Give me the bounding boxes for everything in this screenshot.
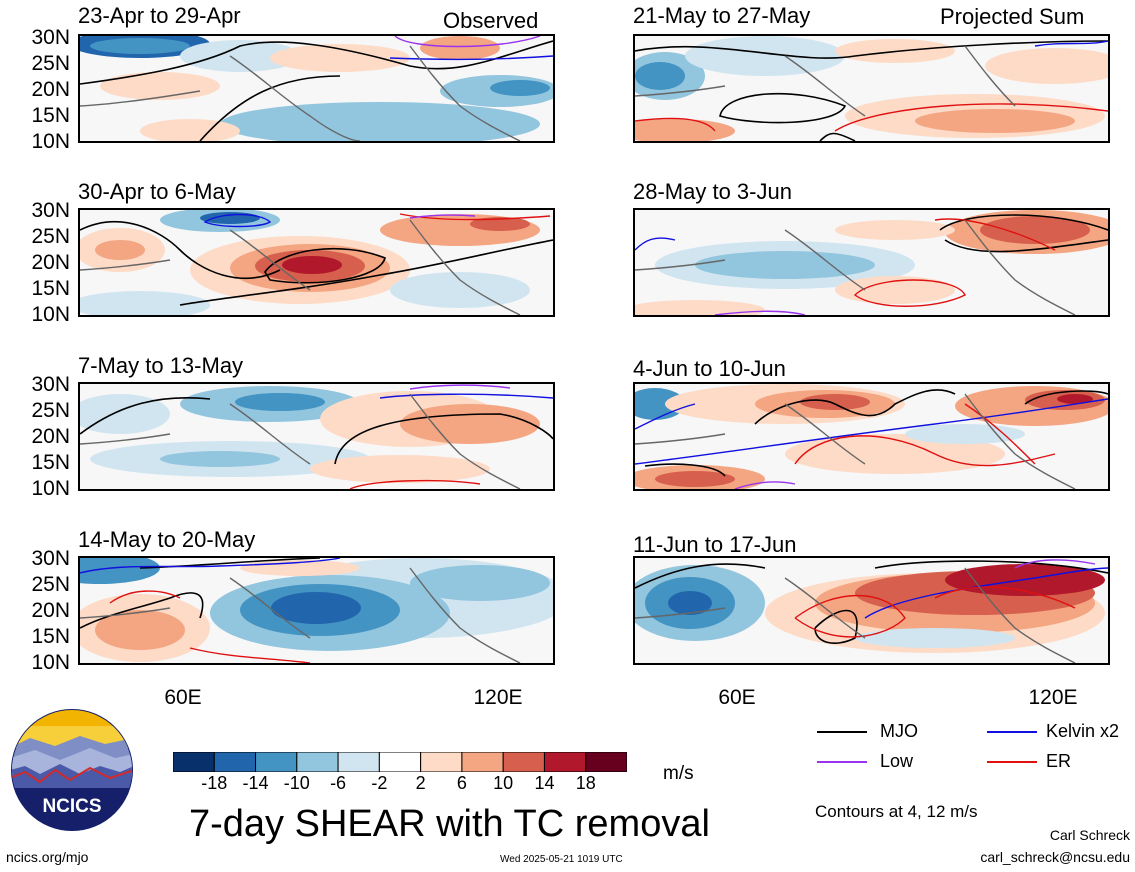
legend-line-low [817,761,867,763]
map-panel-4 [78,556,555,665]
lat-label: 15N [31,277,70,300]
main-title: 7-day SHEAR with TC removal [189,803,710,845]
colorbar-box [543,751,587,773]
colorbar-tick-label: 10 [493,773,514,793]
projected-sum-label: Projected Sum [940,4,1085,29]
legend-line-mjo [817,731,867,733]
lon-label: 60E [164,686,202,709]
lat-label: 20N [31,599,70,622]
footer-url[interactable]: ncics.org/mjo [6,849,89,865]
panel-title-2: 30-Apr to 6-May [78,179,236,204]
panel-title-1: 23-Apr to 29-Apr [78,3,241,28]
legend-label-er: ER [1046,751,1072,771]
lat-label: 10N [31,477,70,500]
colorbar-tick-label: 18 [575,773,596,793]
lat-label: 25N [31,573,70,596]
lat-label: 10N [31,130,70,153]
colorbar-box [461,751,504,773]
map-panel-1 [78,34,555,143]
lat-label: 15N [31,451,70,474]
legend-label-kelvin: Kelvin x2 [1046,721,1120,741]
colorbar-box [337,751,380,773]
colorbar-tick-label: -14 [242,773,269,793]
lat-label: 15N [31,625,70,648]
colorbar-tick-label: 2 [415,773,426,793]
panel-title-5: 21-May to 27-May [633,3,811,28]
map-panel-7 [633,382,1110,491]
panel-title-6: 28-May to 3-Jun [633,179,792,204]
map-panel-6 [633,208,1110,317]
panel-title-8: 11-Jun to 17-Jun [633,532,797,557]
lat-label: 20N [31,251,70,274]
lon-label: 120E [473,686,523,709]
lat-label: 10N [31,651,70,674]
map-panel-8 [633,556,1110,665]
lat-label: 15N [31,104,70,127]
map-panel-3 [78,382,555,491]
colorbar-tick-label: -10 [283,773,310,793]
colorbar-svg [172,751,628,773]
lat-label: 20N [31,425,70,448]
colorbar-tick-label: 14 [534,773,555,793]
lat-label: 25N [31,52,70,75]
legend-line-er [987,761,1037,763]
panel-title-7: 4-Jun to 10-Jun [633,356,786,381]
lat-label: 10N [31,303,70,326]
colorbar-unit: m/s [663,763,694,784]
colorbar-tick-label: -6 [330,773,347,793]
colorbar-tick-label: -2 [371,773,388,793]
map-panel-5 [633,34,1110,143]
map-panel-2 [78,208,555,317]
lat-label: 30N [31,547,70,570]
logo-text: NCICS [42,796,101,817]
footer-author: Carl Schreck [1049,827,1130,843]
legend-label-mjo: MJO [880,721,918,741]
contour-note: Contours at 4, 12 m/s [815,802,978,821]
lat-label: 25N [31,399,70,422]
legend-label-low: Low [880,751,914,771]
colorbar-box [378,751,422,773]
lat-label: 25N [31,225,70,248]
footer-timestamp: Wed 2025-05-21 1019 UTC [500,854,623,865]
panel-title-4: 14-May to 20-May [78,527,256,552]
lon-label: 60E [718,686,756,709]
colorbar-box [585,751,628,773]
footer-email[interactable]: carl_schreck@ncsu.edu [980,849,1130,865]
panel-title-3: 7-May to 13-May [78,353,244,378]
colorbar-box [502,751,545,773]
colorbar-box [296,751,339,773]
lat-label: 30N [31,26,70,49]
colorbar-box [255,751,298,773]
colorbar [172,751,628,773]
colorbar-box [213,751,257,773]
lat-label: 30N [31,373,70,396]
lat-label: 30N [31,199,70,222]
observed-label: Observed [443,8,539,33]
colorbar-tick-label: 6 [456,773,467,793]
lat-label: 20N [31,78,70,101]
colorbar-box [420,751,463,773]
lon-label: 120E [1028,686,1078,709]
legend-line-kelvin [987,731,1037,733]
colorbar-box [172,751,215,773]
colorbar-tick-label: -18 [201,773,228,793]
ncics-logo: NCICS [10,708,134,832]
